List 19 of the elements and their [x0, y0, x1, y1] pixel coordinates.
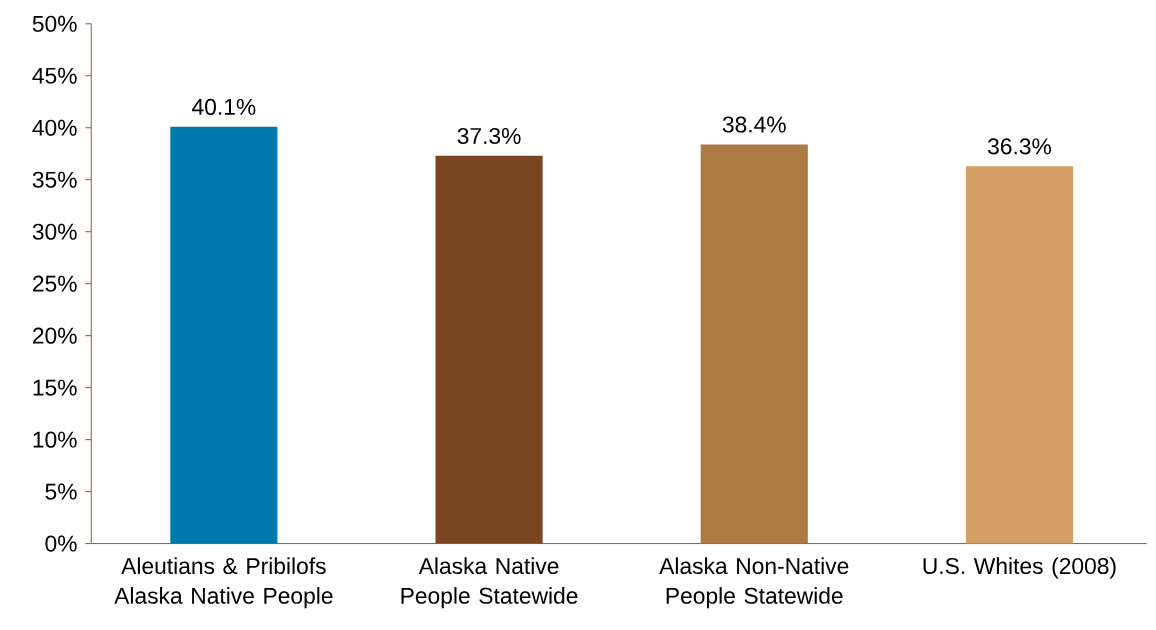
x-tick-label: U.S. Whites (2008): [923, 557, 1116, 579]
y-tick-label: 20%: [32, 327, 77, 344]
y-tick-label: 45%: [32, 67, 77, 84]
y-tick-label: 25%: [32, 275, 77, 292]
x-tick-label: Alaska Non-Native People Statewide: [659, 557, 849, 609]
y-tick-label: 30%: [32, 223, 77, 240]
data-label: 38.4%: [722, 116, 786, 133]
x-tick-label: Aleutians & Pribilofs Alaska Native People: [114, 557, 333, 609]
y-tick-label: 15%: [33, 379, 77, 396]
y-tick-label: 0%: [45, 535, 77, 552]
x-tick-label: Alaska Native People Statewide: [401, 557, 578, 609]
y-tick-label: 10%: [33, 431, 77, 448]
y-tick-label: 5%: [45, 483, 77, 500]
y-tick-label: 40%: [32, 119, 77, 136]
data-label: 40.1%: [192, 98, 256, 115]
y-tick-label: 50%: [32, 15, 77, 32]
data-label: 37.3%: [457, 127, 521, 145]
data-label: 36.3%: [987, 138, 1051, 155]
y-tick-label: 35%: [32, 171, 77, 188]
